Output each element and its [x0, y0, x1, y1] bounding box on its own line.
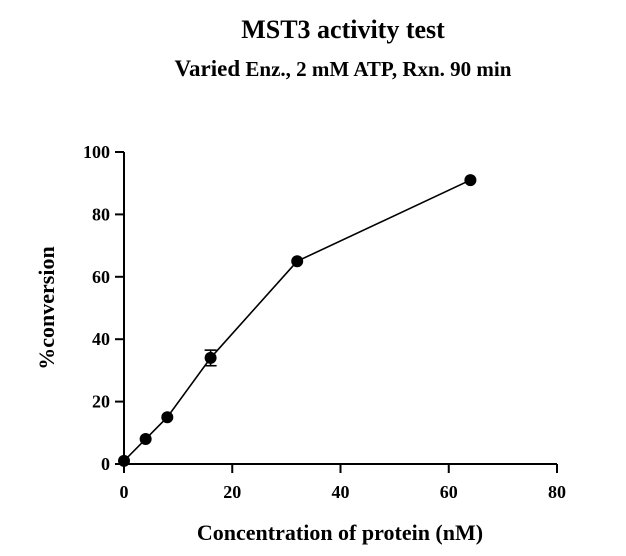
x-tick-label: 0: [120, 482, 129, 502]
x-tick-label: 20: [223, 482, 241, 502]
x-tick-label: 80: [548, 482, 566, 502]
plot-area: [118, 174, 477, 467]
y-tick-label: 0: [101, 454, 110, 474]
y-tick-label: 40: [92, 329, 110, 349]
data-point: [291, 255, 304, 268]
chart-subtitle: Varied Enz., 2 mM ATP, Rxn. 90 min: [175, 56, 512, 81]
data-point: [118, 454, 130, 467]
x-axis-label: Concentration of protein (nM): [197, 520, 483, 545]
axes: 0 20 40 60 80 100 0 20 40 60 80: [83, 142, 566, 502]
y-tick-label: 100: [83, 142, 110, 162]
x-tick-label: 60: [440, 482, 458, 502]
y-tick-label: 60: [92, 267, 110, 287]
data-point: [464, 174, 477, 187]
data-point: [161, 411, 174, 424]
series-line: [123, 179, 471, 462]
y-tick-label: 20: [92, 392, 110, 412]
y-axis-label: %conversion: [34, 246, 59, 369]
x-tick-label: 40: [332, 482, 350, 502]
data-point: [204, 351, 217, 364]
chart-subtitle-rest: Enz., 2 mM ATP, Rxn. 90 min: [240, 57, 512, 81]
y-tick-label: 80: [92, 204, 110, 224]
chart-subtitle-lead: Varied: [175, 56, 241, 81]
chart-title: MST3 activity test: [241, 15, 445, 44]
data-point: [139, 433, 152, 446]
